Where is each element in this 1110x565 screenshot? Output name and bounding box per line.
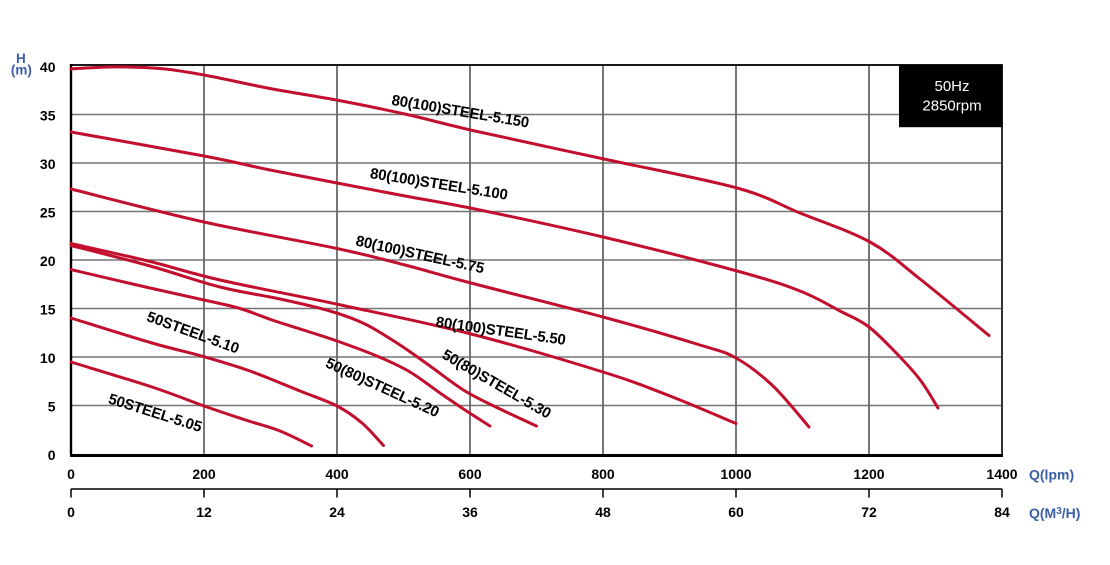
svg-text:80(100)STEEL-5.150: 80(100)STEEL-5.150 xyxy=(390,92,530,132)
svg-text:36: 36 xyxy=(462,504,478,520)
svg-text:72: 72 xyxy=(861,504,877,520)
svg-text:200: 200 xyxy=(192,466,216,482)
svg-text:84: 84 xyxy=(994,504,1010,520)
svg-text:0: 0 xyxy=(48,447,56,463)
svg-text:0: 0 xyxy=(67,466,75,482)
svg-text:H: H xyxy=(16,51,26,66)
svg-text:50STEEL-5.10: 50STEEL-5.10 xyxy=(144,308,241,357)
svg-text:800: 800 xyxy=(591,466,615,482)
svg-text:80(100)STEEL-5.100: 80(100)STEEL-5.100 xyxy=(369,165,509,204)
svg-text:1000: 1000 xyxy=(720,466,751,482)
svg-text:12: 12 xyxy=(196,504,212,520)
svg-text:5: 5 xyxy=(48,398,56,414)
svg-text:20: 20 xyxy=(40,253,56,269)
svg-text:25: 25 xyxy=(40,204,56,220)
svg-text:50(80)STEEL-5.20: 50(80)STEEL-5.20 xyxy=(323,355,442,421)
svg-text:1200: 1200 xyxy=(853,466,884,482)
svg-text:400: 400 xyxy=(325,466,349,482)
svg-text:24: 24 xyxy=(329,504,345,520)
svg-text:Q(lpm): Q(lpm) xyxy=(1029,466,1074,482)
svg-text:80(100)STEEL-5.50: 80(100)STEEL-5.50 xyxy=(435,314,567,349)
svg-text:50Hz: 50Hz xyxy=(934,78,969,95)
svg-text:Q(M3/H): Q(M3/H) xyxy=(1029,505,1080,521)
svg-text:(m): (m) xyxy=(11,62,32,77)
svg-text:2850rpm: 2850rpm xyxy=(922,98,981,115)
svg-text:10: 10 xyxy=(40,350,56,366)
svg-text:35: 35 xyxy=(40,107,56,123)
svg-text:15: 15 xyxy=(40,301,56,317)
svg-text:600: 600 xyxy=(458,466,482,482)
svg-text:0: 0 xyxy=(67,504,75,520)
svg-text:60: 60 xyxy=(728,504,744,520)
svg-text:40: 40 xyxy=(40,59,56,75)
svg-text:30: 30 xyxy=(40,156,56,172)
svg-text:50STEEL-5.05: 50STEEL-5.05 xyxy=(106,391,203,436)
svg-text:48: 48 xyxy=(595,504,611,520)
svg-text:1400: 1400 xyxy=(986,466,1017,482)
svg-text:80(100)STEEL-5.75: 80(100)STEEL-5.75 xyxy=(354,233,485,278)
